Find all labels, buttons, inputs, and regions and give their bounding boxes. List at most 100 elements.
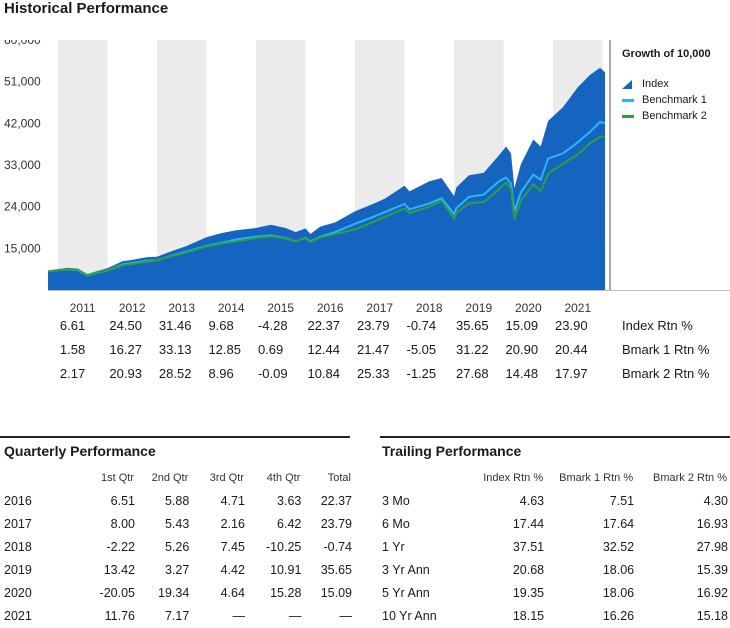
y-tick-label: 15,000 bbox=[4, 241, 41, 255]
quarterly-divider bbox=[0, 436, 350, 438]
y-tick-label: 51,000 bbox=[4, 75, 41, 89]
table-cell: -20.05 bbox=[99, 585, 135, 600]
annual-return-value: -0.09 bbox=[257, 366, 288, 381]
row-label: 2019 bbox=[4, 562, 32, 577]
column-header: 2nd Qtr bbox=[151, 472, 189, 484]
table-cell: 16.93 bbox=[696, 516, 728, 531]
annual-return-value: 2.17 bbox=[59, 366, 86, 381]
table-cell: 8.00 bbox=[110, 516, 135, 531]
table-cell: 15.09 bbox=[320, 585, 352, 600]
column-header: Bmark 1 Rtn % bbox=[559, 472, 634, 484]
annual-return-value: -4.28 bbox=[257, 318, 288, 333]
row-label: 6 Mo bbox=[382, 516, 410, 531]
table-cell: -2.22 bbox=[106, 539, 135, 554]
table-cell: 7.51 bbox=[609, 493, 635, 508]
table-cell: 19.34 bbox=[158, 585, 190, 600]
table-cell: 15.18 bbox=[696, 608, 728, 623]
table-cell: 17.44 bbox=[512, 516, 545, 531]
trailing-table: Index Rtn % Bmark 1 Rtn % Bmark 2 Rtn % 3 M… bbox=[382, 467, 728, 627]
table-cell: 4.42 bbox=[220, 562, 245, 577]
y-tick-label: 42,000 bbox=[4, 116, 41, 130]
table-cell: 13.42 bbox=[103, 562, 135, 577]
legend-item-benchmark1: Benchmark 1 bbox=[622, 92, 711, 108]
x-tick-label: 2016 bbox=[317, 301, 344, 315]
column-header bbox=[4, 467, 54, 489]
annual-return-value: 9.68 bbox=[208, 318, 234, 333]
benchmark1-line-swatch bbox=[622, 98, 634, 102]
annual-return-value: 21.47 bbox=[356, 342, 390, 357]
row-label: 5 Yr Ann bbox=[382, 585, 430, 600]
growth-chart: 60,000 51,000 42,000 33,000 24,000 15,000 201… bbox=[4, 40, 730, 315]
index-area bbox=[48, 67, 606, 290]
table-cell: 3.27 bbox=[164, 562, 190, 577]
table-row: 6 Mo 17.44 17.64 16.93 bbox=[382, 512, 728, 535]
table-cell: 32.52 bbox=[602, 539, 635, 554]
table-cell: 18.15 bbox=[512, 608, 545, 623]
annual-return-value: 12.85 bbox=[208, 342, 241, 357]
table-cell: 4.30 bbox=[703, 493, 728, 508]
annual-return-value: 14.48 bbox=[505, 366, 539, 381]
table-cell: 6.42 bbox=[277, 516, 302, 531]
table-row: 5 Yr Ann 19.35 18.06 16.92 bbox=[382, 581, 728, 604]
table-cell: — bbox=[339, 608, 353, 623]
legend-item-benchmark2: Benchmark 2 bbox=[622, 108, 711, 124]
column-header: Total bbox=[327, 472, 351, 484]
annual-return-value: 8.96 bbox=[208, 366, 234, 381]
plot-series bbox=[47, 67, 606, 290]
table-cell: 22.37 bbox=[320, 493, 352, 508]
trailing-divider bbox=[380, 436, 730, 438]
row-label: 2016 bbox=[4, 493, 32, 508]
quarterly-table: 1st Qtr 2nd Qtr 3rd Qtr 4th Qtr Total 2016 6.5… bbox=[4, 467, 352, 627]
column-header: 3rd Qtr bbox=[209, 472, 244, 484]
annual-return-value: 1.58 bbox=[59, 342, 86, 357]
table-cell: 35.65 bbox=[320, 562, 352, 577]
annual-return-row-label: Bmark 2 Rtn % bbox=[622, 366, 710, 381]
column-header: 1st Qtr bbox=[100, 472, 134, 484]
annual-return-value: 15.09 bbox=[505, 318, 539, 333]
legend-label-benchmark2: Benchmark 2 bbox=[642, 110, 707, 122]
annual-return-value: 25.33 bbox=[356, 366, 390, 381]
table-cell: 2.16 bbox=[220, 516, 245, 531]
legend-title: Growth of 10,000 bbox=[622, 48, 711, 60]
row-label: 1 Yr bbox=[382, 539, 405, 554]
table-cell: -0.74 bbox=[323, 539, 353, 554]
table-cell: 15.28 bbox=[270, 585, 302, 600]
table-cell: 4.71 bbox=[220, 493, 245, 508]
year-band bbox=[57, 40, 108, 290]
x-tick-label: 2012 bbox=[119, 301, 146, 315]
annual-return-row-label: Index Rtn % bbox=[622, 318, 693, 333]
legend-item-index: Index bbox=[622, 76, 711, 92]
annual-return-row: 1.58 16.27 33.13 12.85 0.69 12.44 21.47 -5.05 31… bbox=[0, 342, 730, 366]
table-row: 2019 13.42 3.27 4.42 10.91 35.65 bbox=[4, 558, 352, 581]
annual-return-value: 28.52 bbox=[158, 366, 192, 381]
trailing-performance-title: Trailing Performance bbox=[382, 443, 522, 459]
table-cell: — bbox=[232, 608, 245, 623]
column-header: 4th Qtr bbox=[266, 472, 301, 484]
row-label: 3 Mo bbox=[382, 493, 410, 508]
column-header bbox=[382, 467, 445, 489]
table-cell: 19.35 bbox=[512, 585, 545, 600]
table-row: 2018 -2.22 5.26 7.45 -10.25 -0.74 bbox=[4, 535, 352, 558]
column-header: Index Rtn % bbox=[483, 472, 544, 484]
table-cell: 37.51 bbox=[512, 539, 545, 554]
annual-return-value: 16.27 bbox=[109, 342, 142, 357]
annual-return-value: 23.79 bbox=[356, 318, 390, 333]
annual-return-value: 20.90 bbox=[505, 342, 539, 357]
annual-return-value: 10.84 bbox=[307, 366, 341, 381]
annual-return-value: -1.25 bbox=[406, 366, 437, 381]
table-row: 3 Mo 4.63 7.51 4.30 bbox=[382, 489, 728, 512]
x-tick-label: 2021 bbox=[564, 301, 591, 315]
annual-return-value: 17.97 bbox=[555, 366, 588, 381]
table-cell: -10.25 bbox=[265, 539, 302, 554]
row-label: 2021 bbox=[4, 608, 32, 623]
benchmark2-line bbox=[47, 135, 605, 277]
table-header-row: 1st Qtr 2nd Qtr 3rd Qtr 4th Qtr Total bbox=[4, 467, 352, 489]
annual-return-value: -5.05 bbox=[406, 342, 437, 357]
legend-label-index: Index bbox=[642, 78, 669, 90]
row-label: 2017 bbox=[4, 516, 32, 531]
table-cell: 18.06 bbox=[602, 585, 635, 600]
annual-return-value: 6.61 bbox=[59, 318, 86, 333]
annual-returns-table: 6.61 24.50 31.46 9.68 -4.28 22.37 23.79 -0.74 35… bbox=[0, 318, 730, 390]
table-cell: 18.06 bbox=[602, 562, 635, 577]
annual-return-value: 24.50 bbox=[109, 318, 142, 333]
